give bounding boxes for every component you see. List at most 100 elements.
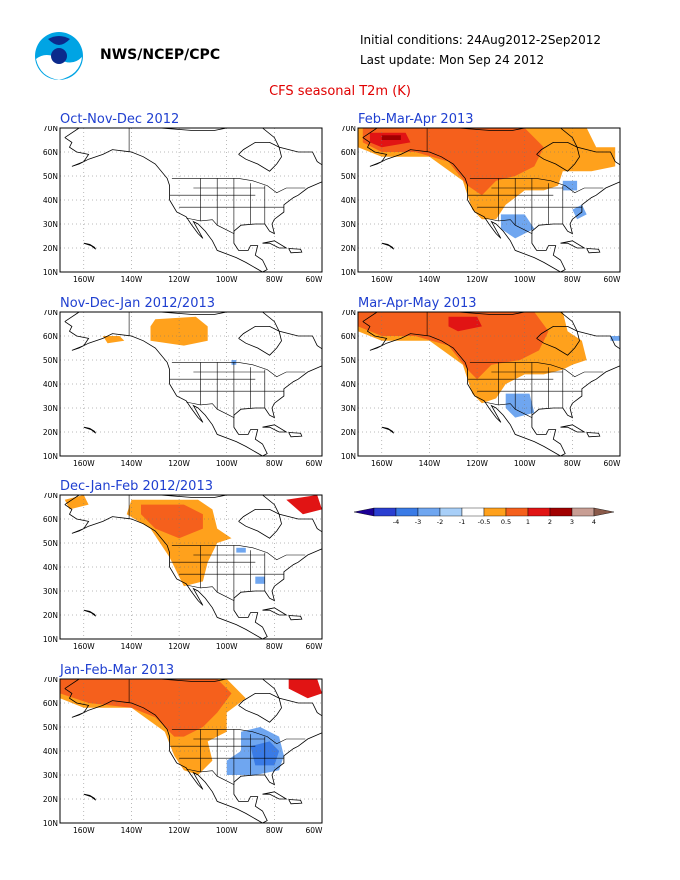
colorbar-label: 1 <box>526 518 530 526</box>
lon-tick-label: 140W <box>121 642 143 651</box>
lat-tick-label: 30N <box>341 220 356 229</box>
lon-tick-label: 160W <box>73 642 95 651</box>
lon-tick-label: 60W <box>604 459 622 468</box>
lon-tick-label: 140W <box>121 826 143 835</box>
colorbar-swatch <box>527 507 551 517</box>
lon-tick-label: 120W <box>168 275 190 284</box>
lon-tick-label: 100W <box>514 459 536 468</box>
map-panel-ndj: 70N 60N 50N 40N 30N 20N 10N 160W 140W 120W 100W 80W… <box>43 310 324 468</box>
lon-tick-label: 160W <box>73 459 95 468</box>
lat-tick-label: 50N <box>43 723 58 732</box>
anomaly-patch <box>150 316 208 346</box>
lat-tick-label: 70N <box>43 126 58 133</box>
map-panel-mam: 70N 60N 50N 40N 30N 20N 10N 160W 140W 120W 100W 80W… <box>341 310 622 468</box>
lat-tick-label: 40N <box>341 196 356 205</box>
lon-tick-label: 80W <box>266 826 284 835</box>
lon-tick-label: 60W <box>306 642 324 651</box>
colorbar-swatch <box>373 507 397 517</box>
lon-tick-label: 120W <box>466 275 488 284</box>
colorbar-label: -2 <box>437 518 443 526</box>
colorbar-label: 3 <box>570 518 574 526</box>
lat-tick-label: 20N <box>43 795 58 804</box>
anomaly-patch <box>572 204 587 220</box>
lat-tick-label: 20N <box>43 244 58 253</box>
lat-tick-label: 50N <box>43 356 58 365</box>
lon-tick-label: 120W <box>168 826 190 835</box>
lat-tick-label: 50N <box>43 172 58 181</box>
lon-tick-label: 140W <box>121 459 143 468</box>
lon-tick-label: 80W <box>266 642 284 651</box>
lat-tick-label: 20N <box>341 244 356 253</box>
map-panel-ond: 70N 60N 50N 40N 30N 20N 10N 160W 140W 120W 100W 80W… <box>43 126 324 284</box>
lat-tick-label: 20N <box>341 428 356 437</box>
lat-tick-label: 30N <box>43 771 58 780</box>
lat-tick-label: 40N <box>43 380 58 389</box>
lon-tick-label: 160W <box>73 275 95 284</box>
lat-tick-label: 70N <box>43 493 58 500</box>
colorbar-legend: -4 -3 -2 -1 -0.5 0.5 1 2 3 4 <box>353 507 615 526</box>
anomaly-patch <box>255 576 265 584</box>
lat-tick-label: 60N <box>43 332 58 341</box>
lat-tick-label: 20N <box>43 611 58 620</box>
lat-tick-label: 30N <box>43 404 58 413</box>
lon-tick-label: 100W <box>216 459 238 468</box>
lon-tick-label: 60W <box>306 459 324 468</box>
colorbar-swatch <box>483 507 507 517</box>
lat-tick-label: 10N <box>341 452 356 461</box>
lon-tick-label: 140W <box>419 275 441 284</box>
noaa-logo-icon <box>35 32 83 80</box>
lat-tick-label: 70N <box>43 677 58 684</box>
colorbar-swatch <box>461 507 485 517</box>
lon-tick-label: 60W <box>604 275 622 284</box>
agency-name: NWS/NCEP/CPC <box>100 47 221 63</box>
lon-tick-label: 120W <box>168 642 190 651</box>
anomaly-patch <box>286 495 322 515</box>
colorbar-label: 4 <box>592 518 596 526</box>
anomaly-patch <box>236 547 246 553</box>
lon-tick-label: 160W <box>73 826 95 835</box>
lon-tick-label: 60W <box>306 275 324 284</box>
colorbar-label: -1 <box>459 518 465 526</box>
lat-tick-label: 70N <box>43 310 58 317</box>
anomaly-patch <box>505 393 535 418</box>
lat-tick-label: 10N <box>43 819 58 828</box>
colorbar-label: 2 <box>548 518 552 526</box>
colorbar-swatch <box>395 507 419 517</box>
panel-title-fma: Feb-Mar-Apr 2013 <box>358 112 474 127</box>
anomaly-patch <box>381 135 401 140</box>
anomaly-patch <box>448 316 482 332</box>
colorbar-swatch <box>549 507 573 517</box>
lat-tick-label: 30N <box>43 587 58 596</box>
lon-tick-label: 80W <box>564 275 582 284</box>
anomaly-patch <box>102 336 125 344</box>
lon-tick-label: 100W <box>216 642 238 651</box>
lon-tick-label: 160W <box>371 459 393 468</box>
anomaly-patch <box>60 679 232 737</box>
lon-tick-label: 80W <box>266 459 284 468</box>
lat-tick-label: 60N <box>43 148 58 157</box>
lon-tick-label: 80W <box>564 459 582 468</box>
page-title: CFS seasonal T2m (K) <box>269 84 411 99</box>
lon-tick-label: 100W <box>514 275 536 284</box>
lat-tick-label: 40N <box>43 196 58 205</box>
anomaly-patch <box>288 679 322 699</box>
colorbar-arrow-low <box>353 507 375 517</box>
anomaly-patch <box>610 336 620 341</box>
lat-tick-label: 40N <box>43 563 58 572</box>
panel-title-ndj: Nov-Dec-Jan 2012/2013 <box>60 296 216 311</box>
anomaly-patch <box>141 504 203 539</box>
lat-tick-label: 10N <box>43 635 58 644</box>
panel-title-djf: Dec-Jan-Feb 2012/2013 <box>60 479 213 494</box>
lon-tick-label: 160W <box>371 275 393 284</box>
lat-tick-label: 50N <box>341 172 356 181</box>
colorbar-label: -3 <box>415 518 421 526</box>
lat-tick-label: 60N <box>341 148 356 157</box>
last-update: Last update: Mon Sep 24 2012 <box>360 53 545 67</box>
lat-tick-label: 70N <box>341 310 356 317</box>
map-panel-fma: 70N 60N 50N 40N 30N 20N 10N 160W 140W 120W 100W 80W… <box>341 126 622 284</box>
lon-tick-label: 140W <box>419 459 441 468</box>
lat-tick-label: 60N <box>341 332 356 341</box>
lat-tick-label: 60N <box>43 699 58 708</box>
lat-tick-label: 10N <box>43 452 58 461</box>
colorbar-label: -0.5 <box>478 518 491 526</box>
